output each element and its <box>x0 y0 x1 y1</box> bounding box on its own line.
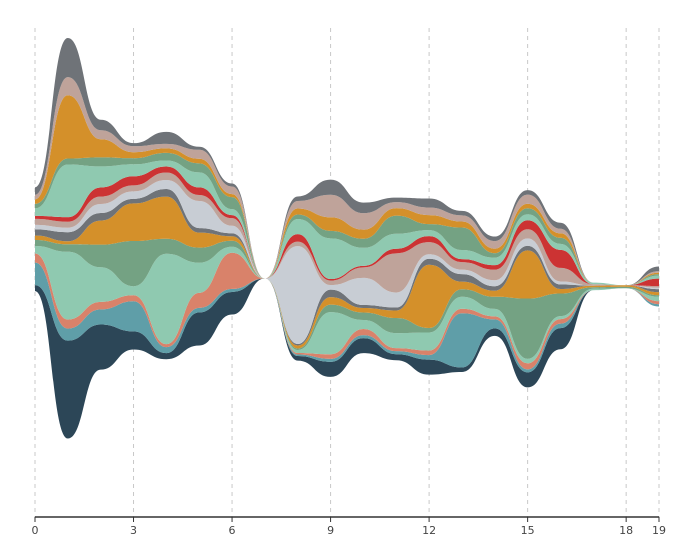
stream-layer-3 <box>35 252 659 370</box>
stream-layer-8 <box>35 180 659 345</box>
stream-layer-11 <box>35 160 659 286</box>
x-tick-label-15: 15 <box>521 524 535 537</box>
x-tick-label-6: 6 <box>229 524 236 537</box>
stream-layer-12 <box>35 152 659 286</box>
x-tick-label-3: 3 <box>130 524 137 537</box>
stream-layer-7 <box>35 189 659 346</box>
stream-layer-5 <box>35 238 659 359</box>
x-tick-label-18: 18 <box>619 524 633 537</box>
x-tick-label-0: 0 <box>32 524 39 537</box>
x-axis: 0 3 6 9 12 15 18 19 <box>32 516 666 537</box>
stream-layer-6 <box>35 196 659 349</box>
grid <box>34 28 660 517</box>
streams <box>35 38 659 439</box>
x-tick-label-19: 19 <box>652 524 666 537</box>
stream-layer-4 <box>35 245 659 364</box>
x-tick-label-12: 12 <box>422 524 436 537</box>
stream-layer-10 <box>35 166 659 287</box>
x-tick-label-9: 9 <box>327 524 334 537</box>
stream-layer-9 <box>35 172 659 293</box>
stream-layer-1 <box>35 278 659 439</box>
